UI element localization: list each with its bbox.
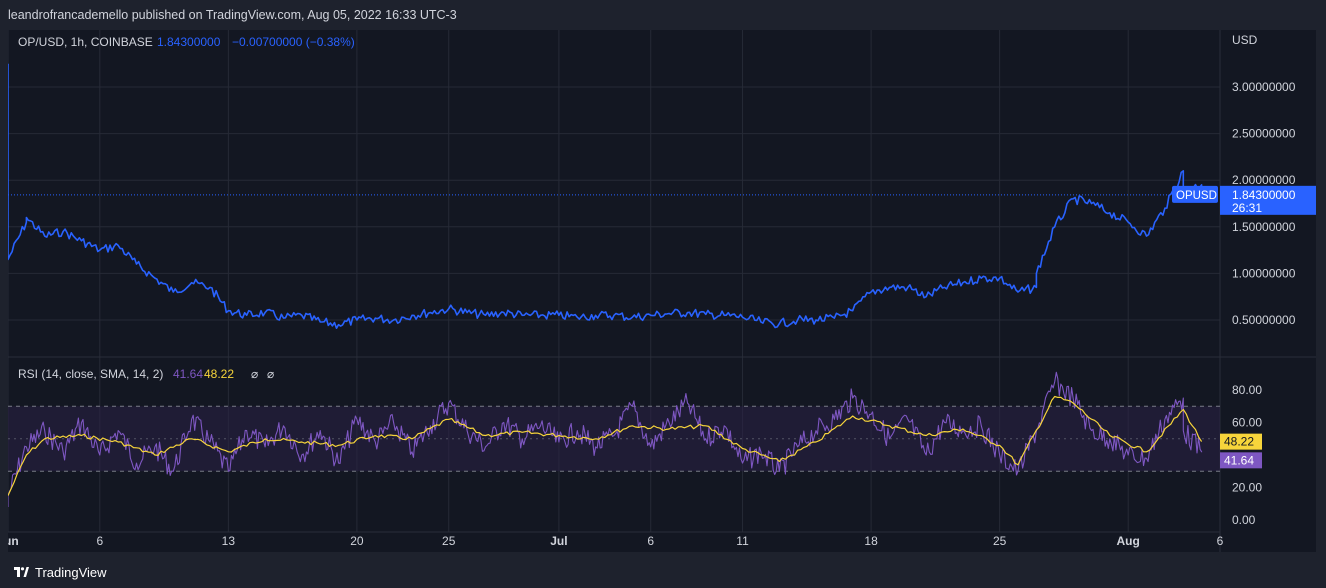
sma-badge-bg — [1220, 433, 1262, 450]
time-tick-label: 18 — [864, 534, 878, 548]
rsi-tick-label: 80.00 — [1232, 383, 1262, 397]
symbol-badge-text: OPUSD — [1176, 190, 1217, 202]
price-badge-value: 1.84300000 — [1232, 188, 1296, 202]
time-tick-label: 11 — [736, 534, 749, 548]
sma-badge-value: 48.22 — [1224, 435, 1254, 449]
footer-bar: TradingView — [0, 556, 1326, 588]
legend-price: 1.84300000 — [157, 35, 221, 49]
publisher-header: leandrofrancademello published on Tradin… — [0, 0, 1326, 30]
time-tick-label: 25 — [442, 534, 456, 548]
currency-label: USD — [1232, 33, 1258, 47]
time-tick-label: 6 — [647, 534, 654, 548]
legend-change: −0.00700000 (−0.38%) — [232, 35, 355, 49]
time-tick-label: 20 — [350, 534, 364, 548]
symbol-label[interactable]: OP/USD, 1h, COINBASE — [18, 35, 153, 49]
rsi-sma-line — [7, 395, 1203, 496]
price-axis[interactable]: 3.00000000 2.50000000 2.00000000 1.50000000… — [1232, 80, 1296, 327]
symbol-badge-bg — [1172, 185, 1218, 203]
price-series-line — [7, 63, 1203, 329]
price-tick-label: 1.50000000 — [1232, 220, 1296, 234]
time-tick-label: 13 — [222, 534, 236, 548]
time-tick-label: 6 — [1217, 534, 1224, 548]
rsi-tick-label: 20.00 — [1232, 481, 1262, 495]
rsi-indicator-label[interactable]: RSI (14, close, SMA, 14, 2) — [18, 367, 163, 381]
chart-frame[interactable]: 3.00000000 2.50000000 2.00000000 1.50000000… — [0, 30, 1316, 552]
time-tick-label: Jul — [550, 534, 567, 548]
time-axis[interactable]: Jun 6 13 20 25 Jul 6 11 18 25 Aug 6 — [0, 534, 1224, 548]
price-tick-label: 2.50000000 — [1232, 127, 1296, 141]
price-tick-label: 3.00000000 — [1232, 80, 1296, 94]
flag-2: ⌀ — [267, 367, 274, 381]
rsi-badge-bg — [1220, 452, 1262, 469]
rsi-tick-label: 60.00 — [1232, 416, 1262, 430]
price-badge-bg — [1220, 185, 1316, 215]
bar-countdown: 26:31 — [1232, 201, 1262, 215]
rsi-badges: 48.22 41.64 — [1220, 433, 1262, 469]
chart-canvas[interactable]: 3.00000000 2.50000000 2.00000000 1.50000000… — [0, 30, 1316, 552]
rsi-axis[interactable]: 80.00 60.00 20.00 0.00 — [1232, 383, 1262, 527]
publisher-line: leandrofrancademello published on Tradin… — [8, 8, 457, 22]
time-tick-label: 6 — [96, 534, 103, 548]
price-tick-label: 1.00000000 — [1232, 266, 1296, 280]
rsi-series-line — [7, 371, 1203, 507]
rsi-legend-value: 41.64 — [173, 367, 203, 381]
last-price-badge: OPUSD 1.84300000 26:31 — [1172, 185, 1316, 215]
price-tick-label: 2.00000000 — [1232, 173, 1296, 187]
time-tick-label: 25 — [993, 534, 1007, 548]
rsi-tick-label: 0.00 — [1232, 513, 1256, 527]
rsi-badge-value: 41.64 — [1224, 453, 1254, 467]
price-tick-label: 0.50000000 — [1232, 313, 1296, 327]
brand-name: TradingView — [35, 564, 107, 580]
tradingview-logo[interactable]: TradingView — [0, 565, 107, 580]
time-tick-label: Jun — [8, 534, 19, 548]
rsi-sma-legend-value: 48.22 — [204, 367, 234, 381]
flag-1: ⌀ — [251, 367, 258, 381]
time-tick-label: Aug — [1117, 534, 1140, 548]
tradingview-logo-icon — [14, 567, 29, 577]
